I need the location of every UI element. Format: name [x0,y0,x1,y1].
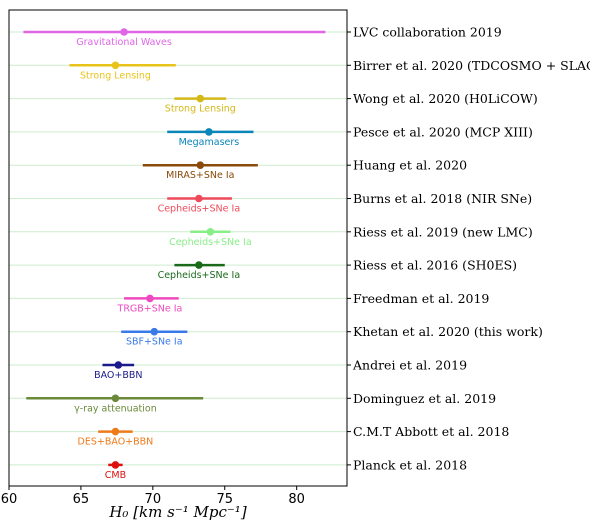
source-label: Dominguez et al. 2019 [353,391,496,406]
probe-label: BAO+BBN [94,370,142,381]
probe-label: γ-ray attenuation [74,403,157,414]
source-label: Huang et al. 2020 [353,158,467,173]
h0-point [205,128,213,136]
row-labels: LVC collaboration 2019 Birrer et al. 2020… [352,25,590,473]
source-label: LVC collaboration 2019 [353,25,502,40]
grid-lines [9,31,347,466]
probe-label: Strong Lensing [165,104,236,115]
h0-point [114,361,123,369]
source-label: C.M.T Abbott et al. 2018 [353,424,509,439]
h0-point [111,394,120,403]
source-label: Planck et al. 2018 [353,457,467,472]
probe-label: DES+BAO+BBN [78,437,154,448]
h0-point [111,61,120,70]
h0-point [195,194,203,203]
h0-point [150,327,159,336]
source-label: Riess et al. 2019 (new LMC) [353,224,533,239]
h0-point [120,28,128,36]
probe-label: Strong Lensing [80,70,151,81]
error-bars: Gravitational Waves Strong Lensing Strong … [23,28,326,481]
source-label: Birrer et al. 2020 (TDCOSMO + SLACS) [353,58,590,73]
h0-point [196,161,205,169]
h0-point [195,261,203,269]
probe-label: Megamasers [179,137,240,148]
probe-label: CMB [105,470,126,481]
x-tick-label: 80 [288,492,305,507]
h0-point [111,461,120,469]
x-tick-label: 75 [216,492,233,507]
probe-label: SBF+SNe Ia [126,337,183,348]
h0-point [111,427,120,436]
source-label: Wong et al. 2020 (H0LiCOW) [353,91,538,106]
source-label: Andrei et al. 2019 [352,358,467,373]
probe-label: MIRAS+SNe Ia [166,170,234,181]
source-label: Pesce et al. 2020 (MCP XIII) [353,124,533,139]
probe-label: TRGB+SNe Ia [117,303,183,314]
source-label: Freedman et al. 2019 [353,291,489,306]
axis-ticks: 60 65 70 75 80 [1,31,351,507]
h0-point [196,94,205,103]
x-tick-label: 65 [73,492,90,507]
source-label: Riess et al. 2016 (SH0ES) [353,258,517,273]
probe-label: Gravitational Waves [76,37,172,48]
probe-label: Cepheids+SNe Ia [169,237,252,248]
source-label: Khetan et al. 2020 (this work) [353,324,543,339]
x-axis-label: H₀ [km s⁻¹ Mpc⁻¹] [108,503,246,521]
plot-frame [8,9,348,487]
h0-point [206,228,215,236]
x-tick-label: 70 [145,492,162,507]
probe-label: Cepheids+SNe Ia [158,270,241,281]
source-label: Burns et al. 2018 (NIR SNe) [353,191,532,206]
probe-label: Cepheids+SNe Ia [158,204,241,215]
x-tick-label: 60 [1,492,18,507]
h0-point [146,294,154,303]
